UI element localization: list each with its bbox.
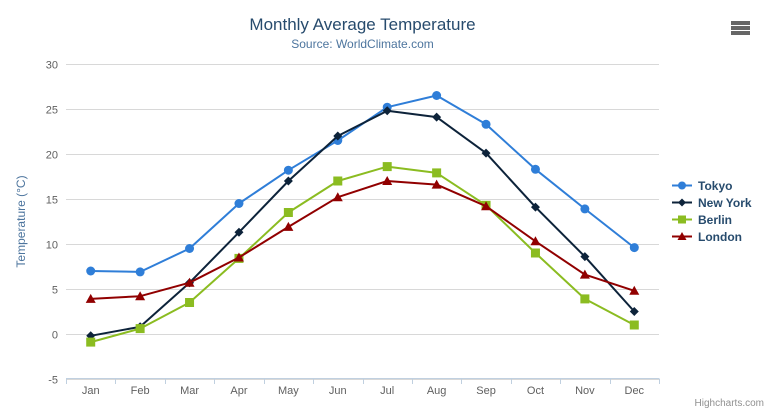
- data-point-marker[interactable]: [432, 91, 442, 100]
- x-axis-label: Jul: [380, 385, 394, 397]
- data-point-marker[interactable]: [579, 269, 590, 279]
- legend: Tokyo New York Berlin London: [671, 177, 752, 245]
- data-point-marker[interactable]: [580, 294, 590, 304]
- data-point-marker[interactable]: [629, 243, 639, 253]
- hamburger-icon: [731, 20, 751, 35]
- data-point-marker[interactable]: [382, 162, 392, 172]
- x-axis-label: Feb: [131, 385, 150, 397]
- data-point-marker[interactable]: [135, 267, 145, 277]
- data-point-marker[interactable]: [629, 320, 639, 330]
- square-marker-icon: [672, 215, 692, 224]
- data-point-marker[interactable]: [481, 148, 491, 158]
- y-axis-label: 0: [52, 330, 58, 342]
- y-axis-label: 5: [52, 285, 58, 297]
- y-axis-label: 10: [46, 240, 58, 252]
- data-point-marker[interactable]: [86, 337, 96, 347]
- y-axis-label: 15: [46, 195, 58, 207]
- chart-subtitle: Source: WorldClimate.com: [291, 37, 434, 51]
- data-point-marker[interactable]: [185, 244, 195, 253]
- data-point-marker[interactable]: [135, 291, 146, 301]
- x-axis-label: Oct: [527, 385, 544, 397]
- x-axis-label: Nov: [575, 385, 595, 397]
- data-point-marker[interactable]: [283, 165, 293, 175]
- data-point-marker[interactable]: [677, 232, 687, 240]
- data-point-marker[interactable]: [481, 201, 492, 211]
- data-point-marker[interactable]: [530, 202, 540, 212]
- data-point-marker[interactable]: [432, 168, 442, 178]
- x-axis-label: Jan: [82, 385, 100, 397]
- data-point-marker[interactable]: [283, 221, 294, 231]
- data-point-marker[interactable]: [283, 208, 293, 217]
- legend-item-tokyo[interactable]: Tokyo: [671, 177, 752, 194]
- x-axis-label: Dec: [625, 385, 645, 397]
- data-point-marker[interactable]: [432, 112, 442, 122]
- legend-item-new-york[interactable]: New York: [671, 194, 752, 211]
- data-point-marker[interactable]: [481, 119, 491, 129]
- data-point-marker[interactable]: [86, 266, 96, 276]
- data-point-marker[interactable]: [530, 236, 541, 246]
- legend-label-new-york: New York: [698, 195, 752, 210]
- data-point-marker[interactable]: [382, 176, 393, 185]
- data-point-marker[interactable]: [530, 248, 540, 258]
- data-point-marker[interactable]: [530, 164, 540, 174]
- y-axis-label: 20: [46, 150, 58, 162]
- data-point-marker[interactable]: [678, 198, 686, 207]
- x-axis-label: May: [278, 385, 299, 397]
- data-point-marker[interactable]: [629, 285, 640, 295]
- x-axis-label: Jun: [329, 385, 347, 397]
- data-point-marker[interactable]: [382, 106, 392, 116]
- legend-item-berlin[interactable]: Berlin: [671, 211, 752, 228]
- data-point-marker[interactable]: [234, 227, 244, 237]
- legend-label-tokyo: Tokyo: [698, 178, 733, 193]
- triangle-marker-icon: [672, 232, 692, 240]
- data-point-marker[interactable]: [580, 252, 590, 262]
- data-point-marker[interactable]: [135, 324, 145, 334]
- legend-label-london: London: [698, 229, 742, 244]
- export-menu-button[interactable]: [728, 17, 754, 39]
- series-line-tokyo[interactable]: [89, 94, 636, 273]
- credits-link[interactable]: Highcharts.com: [694, 398, 764, 409]
- data-point-marker[interactable]: [184, 277, 195, 287]
- y-axis-label: -5: [48, 375, 58, 387]
- x-axis-label: Apr: [230, 385, 247, 397]
- y-axis-title: Temperature (°C): [14, 175, 28, 267]
- data-point-marker[interactable]: [678, 181, 686, 190]
- data-point-marker[interactable]: [629, 307, 639, 316]
- data-point-marker[interactable]: [431, 179, 442, 189]
- data-point-marker[interactable]: [283, 176, 293, 186]
- legend-label-berlin: Berlin: [698, 212, 733, 227]
- data-point-marker[interactable]: [234, 199, 244, 208]
- chart-title: Monthly Average Temperature: [249, 15, 476, 34]
- diamond-marker-icon: [672, 198, 692, 207]
- data-point-marker[interactable]: [332, 192, 343, 202]
- circle-marker-icon: [672, 181, 692, 190]
- y-axis-label: 30: [46, 60, 58, 72]
- x-axis-label: Mar: [180, 385, 199, 397]
- x-axis-label: Sep: [476, 385, 496, 397]
- data-point-marker[interactable]: [185, 298, 195, 307]
- y-axis-label: 25: [46, 105, 58, 117]
- x-axis-label: Aug: [427, 385, 447, 397]
- data-point-marker[interactable]: [233, 252, 244, 262]
- series-line-berlin[interactable]: [89, 165, 636, 344]
- data-point-marker[interactable]: [678, 215, 686, 224]
- series-line-new-york[interactable]: [89, 109, 636, 337]
- data-point-marker[interactable]: [333, 176, 343, 186]
- data-point-marker[interactable]: [580, 204, 590, 214]
- data-point-marker[interactable]: [333, 131, 343, 141]
- legend-item-london[interactable]: London: [671, 228, 752, 245]
- series-line-london[interactable]: [89, 180, 636, 300]
- data-point-marker[interactable]: [85, 293, 96, 303]
